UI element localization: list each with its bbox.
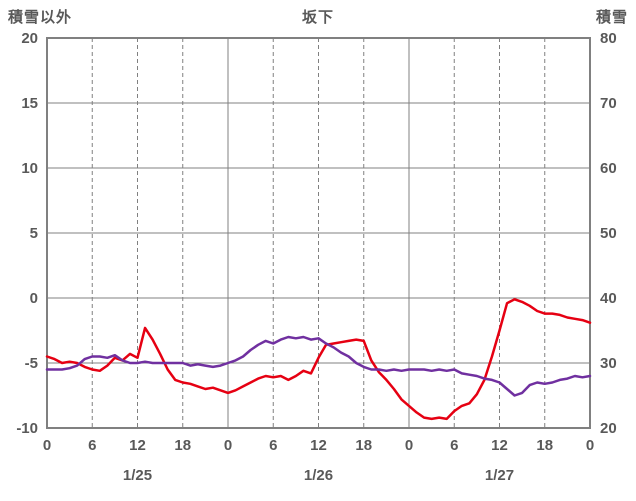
right-axis-tick-labels: 80 70 60 50 40 30 20 — [600, 30, 617, 437]
plot-border — [46, 37, 591, 429]
left-axis-tick-labels: 20 15 10 5 0 -5 -10 — [16, 30, 38, 437]
left-tick-label: 15 — [21, 95, 38, 112]
left-tick-label: 5 — [30, 225, 38, 242]
series-snow-depth-purple — [45, 335, 592, 397]
left-tick-label: -10 — [16, 420, 38, 437]
right-tick-label: 50 — [600, 225, 617, 242]
plot-border-rect — [46, 37, 591, 429]
chart-title: 坂下 — [301, 9, 334, 26]
x-tick-label: 6 — [450, 437, 458, 454]
data-series — [45, 298, 592, 421]
x-tick-label: 18 — [536, 437, 553, 454]
right-tick-label: 70 — [600, 95, 617, 112]
left-tick-label: 10 — [21, 160, 38, 177]
x-tick-label: 18 — [174, 437, 191, 454]
right-tick-label: 20 — [600, 420, 617, 437]
x-tick-label: 6 — [88, 437, 96, 454]
x-tick-label: 0 — [586, 437, 594, 454]
right-tick-label: 30 — [600, 355, 617, 372]
right-tick-label: 40 — [600, 290, 617, 307]
x-tick-label: 0 — [224, 437, 232, 454]
x-tick-label: 6 — [269, 437, 277, 454]
day-label: 1/27 — [485, 467, 514, 484]
series-temperature-red — [45, 298, 592, 421]
left-axis-title: 積雪以外 — [8, 9, 73, 26]
left-tick-label: 20 — [21, 30, 38, 47]
day-label: 1/25 — [123, 467, 152, 484]
x-tick-label: 12 — [129, 437, 146, 454]
left-tick-label: -5 — [25, 355, 38, 372]
x-axis-day-labels: 1/25 1/26 1/27 — [123, 467, 514, 484]
right-tick-label: 80 — [600, 30, 617, 47]
right-axis-title: 積雪 — [595, 9, 628, 26]
left-tick-label: 0 — [30, 290, 38, 307]
x-tick-label: 12 — [310, 437, 327, 454]
right-tick-label: 60 — [600, 160, 617, 177]
x-tick-label: 0 — [43, 437, 51, 454]
x-axis-tick-labels: 0 6 12 18 0 6 12 18 0 6 12 18 0 — [43, 437, 594, 454]
day-label: 1/26 — [304, 467, 333, 484]
x-tick-label: 0 — [405, 437, 413, 454]
x-tick-label: 12 — [491, 437, 508, 454]
x-tick-label: 18 — [355, 437, 372, 454]
